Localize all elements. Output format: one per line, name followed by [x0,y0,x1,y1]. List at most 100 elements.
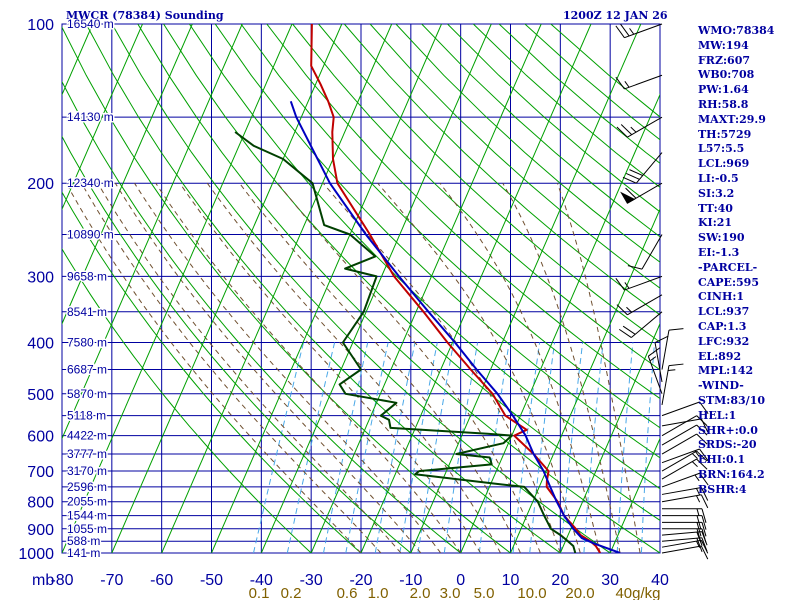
wind-barb [627,234,663,270]
isotherm-line [460,93,660,553]
pressure-tick-label: 600 [27,429,54,446]
mixing-ratio-line [286,342,336,553]
pressure-tick-label: 700 [27,464,54,481]
moist-adiabat-line [97,182,402,553]
height-label: 1544 m [67,509,107,523]
dry-adiabat-line [111,24,611,553]
wind-barb [661,545,709,560]
index-item: WB0:708 [698,68,755,82]
mixing-ratio-line [583,342,604,553]
height-label: 14130 m [67,110,114,124]
index-item: PW:1.64 [698,83,749,97]
mixing-ratio-line [640,342,656,553]
temperature-tick-label: -80 [50,572,73,589]
dry-adiabat-line [62,135,412,553]
index-item: -PARCEL- [698,260,758,274]
wind-barb [647,347,663,394]
dry-adiabat-line [62,80,462,553]
index-item: MPL:142 [698,364,754,378]
dry-adiabat-line [62,26,511,553]
pressure-tick-label: 800 [27,495,54,512]
dry-adiabat-line [369,24,660,289]
mixing-ratio-line [323,342,369,553]
moist-adiabat-line [239,182,521,553]
dry-adiabat-line [62,248,312,553]
dry-adiabat-line [266,24,660,400]
moist-adiabat-line [179,182,482,553]
mixing-ratio-tick-label: 3.0 [440,585,461,600]
moist-adiabat-line [277,182,541,553]
index-item: FRZ:607 [698,53,751,67]
wind-barb [662,528,707,543]
moist-adiabat-line [439,182,601,553]
mixing-ratio-layer [253,342,656,553]
height-label: 2596 m [67,480,107,494]
wind-barb [661,472,709,488]
station-title: MWCR (78384) Sounding [66,9,224,22]
wind-barb [622,152,663,184]
index-item: CINH:1 [698,290,745,304]
wind-barb [662,521,707,537]
pressure-tick-label: 400 [27,335,54,352]
moist-adiabat-line [556,183,641,553]
height-label: 5118 m [67,409,106,423]
index-item: LCL:969 [698,157,750,171]
moist-adiabat-line [81,182,382,553]
mixing-ratio-line [417,342,455,553]
height-label: 12340 m [67,176,114,190]
pressure-tick-label: 300 [27,269,54,286]
index-item: MW:194 [698,38,749,52]
dry-adiabat-line [188,24,660,490]
wind-barb [616,116,663,138]
mixing-ratio-tick-label: 1.0 [368,585,389,600]
dry-adiabat-line [62,191,362,553]
mixing-ratio-line [616,342,634,553]
wind-barb-layer [615,23,709,560]
pressure-unit-label: mb [32,572,54,589]
mixing-ratio-tick-label: 5.0 [474,585,495,600]
mixing-ratio-line [529,342,556,553]
dewpoint-profile [234,131,577,553]
height-label: 9658 m [67,269,107,283]
index-item: SRDS:-20 [698,438,757,452]
wind-barb [661,363,684,406]
wind-barb [661,450,708,472]
isotherm-line [62,24,293,553]
isotherm-layer [62,24,660,553]
pressure-tick-label: 900 [27,522,54,539]
mixing-ratio-tick-label: 2.0 [410,585,431,600]
isotherm-line [559,322,660,553]
temperature-tick-label: 0 [456,572,465,589]
isotherm-line [62,24,243,440]
dry-adiabat-line [137,24,660,553]
temperature-profile [310,24,602,553]
temperature-tick-label: -60 [150,572,173,589]
wind-barb [662,508,707,523]
height-label: 16540 m [67,17,114,31]
isotherm-line [62,24,143,211]
height-label: 6687 m [67,363,107,377]
height-label: 3170 m [67,464,107,478]
sounding-time: 1200Z 12 JAN 26 [563,9,668,22]
moist-adiabat-line [502,182,621,553]
height-label: 3777 m [67,447,107,461]
isotherm-line [310,24,542,553]
moist-adiabat-line [377,182,581,553]
moist-adiabat-line [155,182,462,553]
index-item: KI:21 [698,216,733,230]
wind-barb [661,487,709,501]
profile-layer [234,24,621,553]
index-item: CAPE:595 [698,275,759,289]
dry-adiabat-line [343,24,660,316]
wind-barb [662,515,707,530]
dry-adiabat-line [421,24,660,238]
pressure-tick-label: 500 [27,387,54,404]
mixing-ratio-line [443,342,479,553]
height-label: 5870 m [67,387,107,401]
isotherm-line [510,207,660,553]
index-item: -WIND- [698,379,744,393]
index-item: WMO:78384 [698,24,775,37]
height-label: 7580 m [67,335,107,349]
dry-adiabat-line [214,24,660,459]
